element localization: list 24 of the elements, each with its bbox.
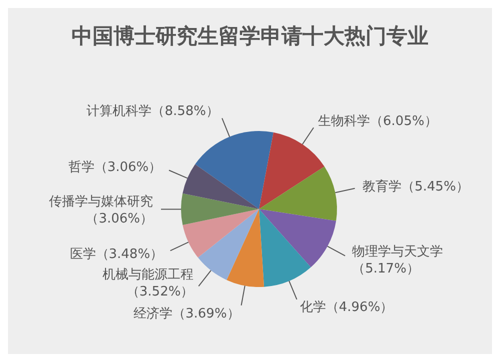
slice-label: 哲学（3.06%） <box>68 160 162 176</box>
pie-slice <box>182 164 259 209</box>
data-label: （5.17%） <box>352 262 420 277</box>
pie-slice <box>198 209 259 280</box>
slice-label: 医学（3.48%） <box>70 247 164 262</box>
pie-slice <box>195 131 274 209</box>
slice-label: 机械与能源工程 <box>102 268 194 282</box>
slice-label: 教育学（5.45%） <box>362 178 469 195</box>
slice-label: 经济学（3.69%） <box>134 306 240 322</box>
data-label: （3.52%） <box>126 284 194 300</box>
slice-label: 传播学与媒体研究 <box>49 194 153 210</box>
pie-slice <box>181 193 259 226</box>
pie-slice <box>259 209 336 268</box>
pie-slice <box>182 209 259 258</box>
pie-slice <box>259 166 337 221</box>
slice-label: 生物科学（6.05%） <box>318 114 438 129</box>
data-label: （3.06%） <box>86 211 153 226</box>
pie-slice <box>226 209 264 287</box>
slice-label: 化学（4.96%） <box>300 300 394 315</box>
pie-slice <box>259 209 311 287</box>
pie-slice <box>259 132 324 209</box>
chart-title: 中国博士研究生留学申请十大热门专业 <box>70 23 430 50</box>
slice-label: 计算机科学（8.58%） <box>86 104 220 119</box>
slice-label: 物理学与天文学 <box>352 244 444 260</box>
